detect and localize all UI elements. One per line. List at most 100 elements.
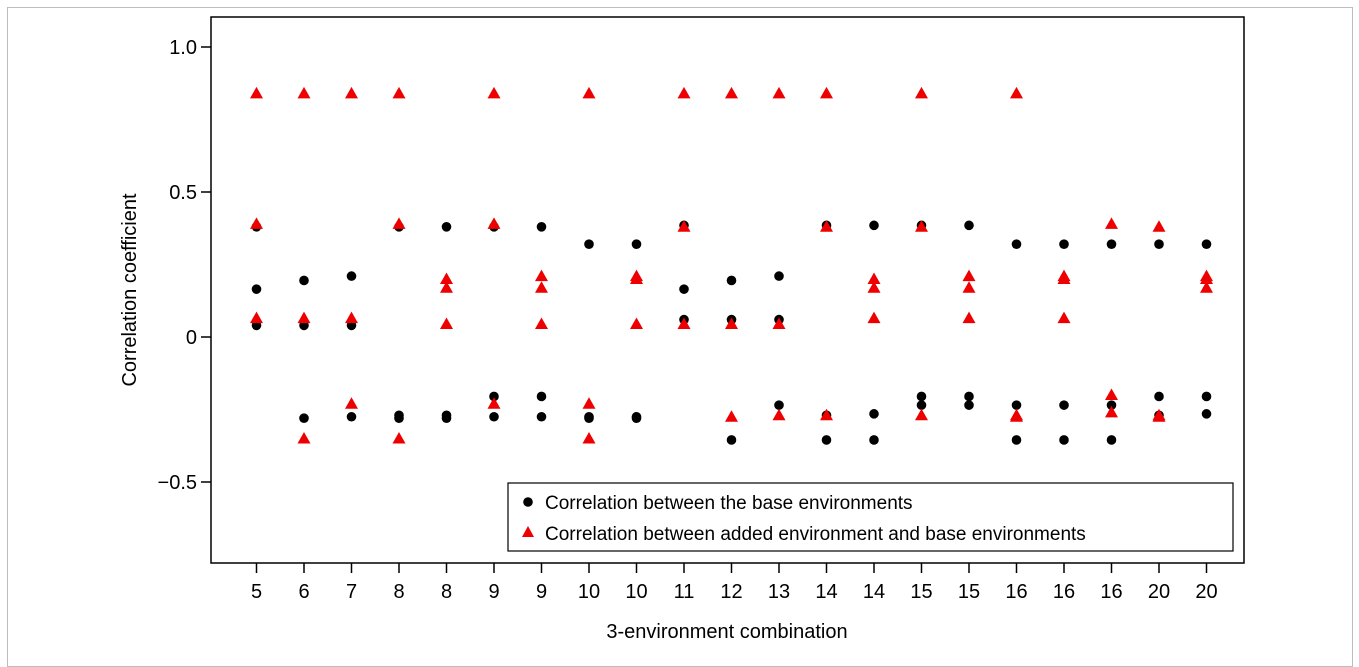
x-tick-label: 9 bbox=[488, 581, 499, 603]
added-correlation-point bbox=[915, 86, 928, 99]
y-tick-label: 0 bbox=[186, 327, 197, 349]
base-correlation-point bbox=[536, 222, 547, 232]
y-tick-label: −0.5 bbox=[158, 472, 197, 494]
added-correlation-point bbox=[1152, 220, 1166, 232]
base-correlation-point bbox=[584, 239, 594, 249]
base-correlation-point bbox=[916, 391, 927, 402]
base-correlation-point bbox=[346, 271, 357, 281]
added-correlation-point bbox=[1105, 388, 1118, 400]
base-correlation-point bbox=[441, 222, 452, 232]
added-correlation-point bbox=[535, 269, 548, 282]
added-correlation-point bbox=[392, 432, 406, 444]
added-correlation-point bbox=[440, 272, 453, 284]
added-correlation-point bbox=[297, 86, 311, 99]
base-correlation-point bbox=[251, 284, 262, 294]
added-correlation-point bbox=[1152, 410, 1166, 422]
added-correlation-point bbox=[677, 220, 691, 232]
x-tick-label: 13 bbox=[768, 581, 790, 603]
added-correlation-point bbox=[962, 269, 976, 282]
added-correlation-point bbox=[962, 311, 976, 324]
x-tick-label: 9 bbox=[536, 581, 547, 603]
base-correlation-point bbox=[1106, 400, 1117, 410]
base-correlation-point bbox=[869, 409, 879, 419]
x-tick-label: 15 bbox=[910, 581, 932, 603]
base-correlation-point bbox=[1011, 400, 1022, 410]
x-tick-label: 14 bbox=[815, 581, 837, 603]
base-correlation-point bbox=[536, 391, 547, 402]
added-correlation-point bbox=[1057, 311, 1071, 324]
x-tick-label: 16 bbox=[1053, 581, 1075, 603]
x-tick-label: 10 bbox=[578, 581, 600, 603]
base-correlation-point bbox=[679, 284, 689, 294]
added-correlation-point bbox=[582, 86, 596, 99]
base-correlation-point bbox=[536, 411, 547, 422]
added-correlation-point bbox=[772, 317, 786, 329]
added-correlation-point bbox=[440, 317, 453, 329]
x-tick-label: 14 bbox=[863, 581, 885, 603]
base-correlation-point bbox=[869, 435, 879, 445]
added-correlation-point bbox=[487, 397, 501, 409]
base-correlation-point bbox=[1011, 435, 1022, 445]
base-correlation-point bbox=[964, 220, 974, 231]
added-correlation-point bbox=[392, 217, 406, 229]
base-correlation-point bbox=[441, 413, 452, 424]
added-correlation-point bbox=[345, 311, 358, 324]
base-correlation-point bbox=[964, 400, 974, 410]
added-correlation-point bbox=[867, 311, 881, 324]
added-correlation-point bbox=[820, 86, 833, 99]
plot-area bbox=[210, 16, 1245, 564]
x-tick-label: 11 bbox=[674, 581, 695, 603]
y-tick-label: 1.0 bbox=[169, 37, 197, 59]
x-tick-label: 20 bbox=[1148, 581, 1170, 603]
base-correlation-point bbox=[631, 413, 642, 424]
scatter-chart: 1.0 0.5 0 −0.5 5 6 7 8 8 9 9 10 10 11 12 13 14 14 15 15 16 1… bbox=[119, 16, 1245, 643]
added-correlation-point bbox=[725, 410, 738, 422]
base-correlation-point bbox=[1154, 391, 1164, 402]
added-correlation-point bbox=[345, 397, 358, 409]
base-correlation-point bbox=[489, 391, 499, 402]
y-axis-title: Correlation coefficient bbox=[119, 193, 141, 387]
added-correlation-point bbox=[1010, 410, 1023, 422]
added-correlation-point bbox=[535, 317, 548, 329]
added-correlation-point bbox=[677, 317, 691, 329]
y-axis: 1.0 0.5 0 −0.5 bbox=[158, 37, 211, 494]
added-correlation-point bbox=[1057, 272, 1071, 284]
x-tick-label: 6 bbox=[298, 581, 309, 603]
legend: Correlation between the base environment… bbox=[507, 482, 1234, 552]
x-tick-label: 10 bbox=[625, 581, 647, 603]
y-tick-label: 0.5 bbox=[169, 182, 197, 204]
added-correlation-point bbox=[725, 86, 738, 99]
added-correlation-point bbox=[440, 281, 453, 293]
base-correlation-point bbox=[299, 275, 309, 286]
added-correlation-point bbox=[630, 272, 643, 284]
base-correlation-point bbox=[346, 411, 357, 422]
base-correlation-point bbox=[916, 400, 927, 410]
base-correlation-point bbox=[1011, 239, 1022, 249]
added-correlation-point bbox=[250, 217, 263, 229]
added-correlation-point bbox=[535, 281, 548, 293]
base-correlation-point bbox=[1201, 391, 1212, 402]
x-tick-label: 12 bbox=[720, 581, 742, 603]
x-axis-title: 3-environment combination bbox=[606, 621, 847, 643]
base-correlation-point bbox=[1059, 435, 1069, 445]
base-correlation-point bbox=[584, 413, 594, 424]
base-correlation-point bbox=[774, 271, 784, 281]
added-correlation-point bbox=[1010, 86, 1023, 99]
x-tick-label: 15 bbox=[958, 581, 980, 603]
x-tick-label: 16 bbox=[1005, 581, 1027, 603]
added-correlation-point bbox=[1200, 281, 1213, 293]
base-correlation-point bbox=[299, 413, 309, 424]
base-correlation-point bbox=[774, 400, 784, 410]
x-tick-label: 16 bbox=[1100, 581, 1122, 603]
x-axis: 5 6 7 8 8 9 9 10 10 11 12 13 14 14 15 15 16 16 16 20 20 bbox=[251, 563, 1218, 603]
added-correlation-point bbox=[1200, 272, 1213, 284]
added-correlation-point bbox=[867, 272, 881, 284]
added-correlation-point bbox=[962, 281, 976, 293]
base-correlation-point bbox=[1154, 239, 1164, 249]
added-correlation-point bbox=[725, 317, 738, 329]
base-correlation-point bbox=[1201, 409, 1212, 419]
added-correlation-point bbox=[1105, 405, 1118, 418]
added-correlation-point bbox=[297, 432, 311, 444]
added-correlation-point bbox=[345, 86, 358, 99]
base-correlation-point bbox=[1106, 435, 1117, 445]
